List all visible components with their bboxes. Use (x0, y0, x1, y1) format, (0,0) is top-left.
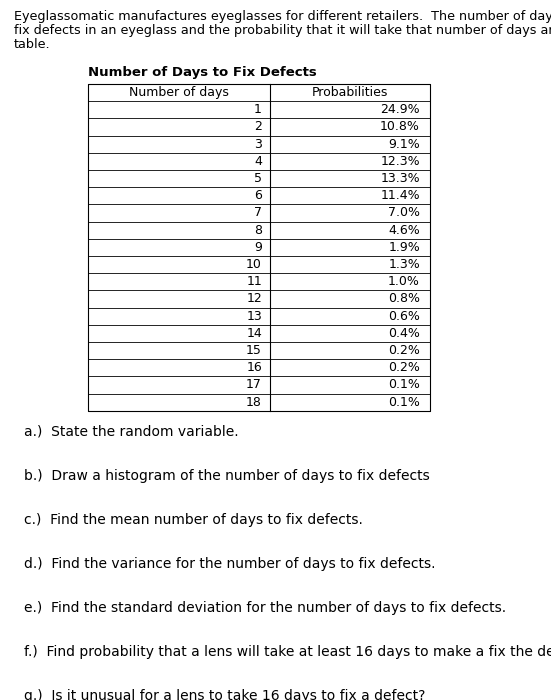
Text: 7.0%: 7.0% (388, 206, 420, 220)
Text: 17: 17 (246, 379, 262, 391)
Text: 1: 1 (254, 104, 262, 116)
Text: 2: 2 (254, 120, 262, 134)
Text: Number of days: Number of days (129, 86, 229, 99)
Text: 12: 12 (246, 293, 262, 305)
Text: 13.3%: 13.3% (380, 172, 420, 185)
Text: c.)  Find the mean number of days to fix defects.: c.) Find the mean number of days to fix … (24, 513, 363, 527)
Text: 0.6%: 0.6% (388, 309, 420, 323)
Text: 0.2%: 0.2% (388, 361, 420, 374)
Text: 15: 15 (246, 344, 262, 357)
Text: 13: 13 (246, 309, 262, 323)
Text: 10.8%: 10.8% (380, 120, 420, 134)
Text: 4: 4 (254, 155, 262, 168)
Text: 6: 6 (254, 189, 262, 202)
Text: 14: 14 (246, 327, 262, 340)
Text: b.)  Draw a histogram of the number of days to fix defects: b.) Draw a histogram of the number of da… (24, 469, 430, 483)
Text: 11: 11 (246, 275, 262, 288)
Text: 0.4%: 0.4% (388, 327, 420, 340)
Text: d.)  Find the variance for the number of days to fix defects.: d.) Find the variance for the number of … (24, 556, 435, 570)
Text: 9: 9 (254, 241, 262, 254)
Text: 3: 3 (254, 138, 262, 150)
Text: 0.2%: 0.2% (388, 344, 420, 357)
Text: g.)  Is it unusual for a lens to take 16 days to fix a defect?: g.) Is it unusual for a lens to take 16 … (24, 689, 425, 700)
Text: table.: table. (14, 38, 51, 51)
Text: 1.3%: 1.3% (388, 258, 420, 271)
Text: 0.1%: 0.1% (388, 395, 420, 409)
Text: 1.9%: 1.9% (388, 241, 420, 254)
Text: 0.1%: 0.1% (388, 379, 420, 391)
Text: 1.0%: 1.0% (388, 275, 420, 288)
Text: a.)  State the random variable.: a.) State the random variable. (24, 425, 239, 439)
Text: e.)  Find the standard deviation for the number of days to fix defects.: e.) Find the standard deviation for the … (24, 601, 506, 615)
Text: 18: 18 (246, 395, 262, 409)
Text: Probabilities: Probabilities (312, 86, 388, 99)
Text: 16: 16 (246, 361, 262, 374)
Text: 12.3%: 12.3% (380, 155, 420, 168)
Text: f.)  Find probability that a lens will take at least 16 days to make a fix the d: f.) Find probability that a lens will ta… (24, 645, 551, 659)
Text: Number of Days to Fix Defects: Number of Days to Fix Defects (88, 66, 317, 79)
Text: 11.4%: 11.4% (380, 189, 420, 202)
Text: 10: 10 (246, 258, 262, 271)
Bar (88, 84, 430, 411)
Text: 8: 8 (254, 224, 262, 237)
Text: 7: 7 (254, 206, 262, 220)
Text: 9.1%: 9.1% (388, 138, 420, 150)
Text: 4.6%: 4.6% (388, 224, 420, 237)
Text: fix defects in an eyeglass and the probability that it will take that number of : fix defects in an eyeglass and the proba… (14, 24, 551, 37)
Text: 24.9%: 24.9% (380, 104, 420, 116)
Text: 5: 5 (254, 172, 262, 185)
Text: Eyeglassomatic manufactures eyeglasses for different retailers.  The number of d: Eyeglassomatic manufactures eyeglasses f… (14, 10, 551, 23)
Text: 0.8%: 0.8% (388, 293, 420, 305)
